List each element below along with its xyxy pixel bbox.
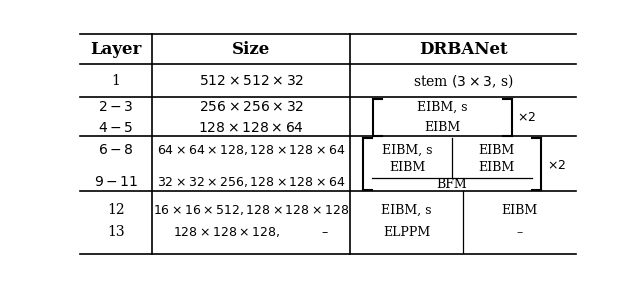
Text: $6-8$: $6-8$ xyxy=(98,143,134,157)
Text: $64 \times 64 \times 128, 128 \times 128 \times 64$: $64 \times 64 \times 128, 128 \times 128… xyxy=(157,143,346,157)
Text: EIBM: EIBM xyxy=(502,204,538,217)
Text: $2-3$: $2-3$ xyxy=(98,100,134,114)
Text: EIBM, s: EIBM, s xyxy=(382,144,433,157)
Text: DRBANet: DRBANet xyxy=(419,41,508,58)
Text: EIBM: EIBM xyxy=(424,121,460,135)
Text: $128 \times 128 \times 64$: $128 \times 128 \times 64$ xyxy=(198,121,304,135)
Text: $\times 2$: $\times 2$ xyxy=(517,111,536,124)
Text: Layer: Layer xyxy=(90,41,141,58)
Text: Size: Size xyxy=(232,41,270,58)
Text: ELPPM: ELPPM xyxy=(383,226,430,239)
Text: stem $(3 \times 3$, s): stem $(3 \times 3$, s) xyxy=(413,72,513,89)
Text: 12: 12 xyxy=(107,203,125,217)
Text: –: – xyxy=(516,226,523,239)
Text: $16 \times 16 \times 512, 128 \times 128 \times 128$: $16 \times 16 \times 512, 128 \times 128… xyxy=(153,203,349,217)
Text: EIBM: EIBM xyxy=(479,161,515,174)
Text: 13: 13 xyxy=(107,225,125,239)
Text: EIBM, s: EIBM, s xyxy=(381,204,432,217)
Text: BFM: BFM xyxy=(436,178,467,191)
Text: $128 \times 128 \times 128,$          –: $128 \times 128 \times 128,$ – xyxy=(173,225,329,239)
Text: $256 \times 256 \times 32$: $256 \times 256 \times 32$ xyxy=(198,100,304,114)
Text: $4-5$: $4-5$ xyxy=(99,121,134,135)
Text: $512 \times 512 \times 32$: $512 \times 512 \times 32$ xyxy=(198,74,304,88)
Text: EIBM: EIBM xyxy=(479,144,515,157)
Text: EIBM: EIBM xyxy=(389,161,426,174)
Text: 1: 1 xyxy=(111,74,120,88)
Text: $9-11$: $9-11$ xyxy=(94,175,138,189)
Text: $\times 2$: $\times 2$ xyxy=(547,159,566,172)
Text: EIBM, s: EIBM, s xyxy=(417,101,467,113)
Text: $32 \times 32 \times 256, 128 \times 128 \times 64$: $32 \times 32 \times 256, 128 \times 128… xyxy=(157,175,346,189)
